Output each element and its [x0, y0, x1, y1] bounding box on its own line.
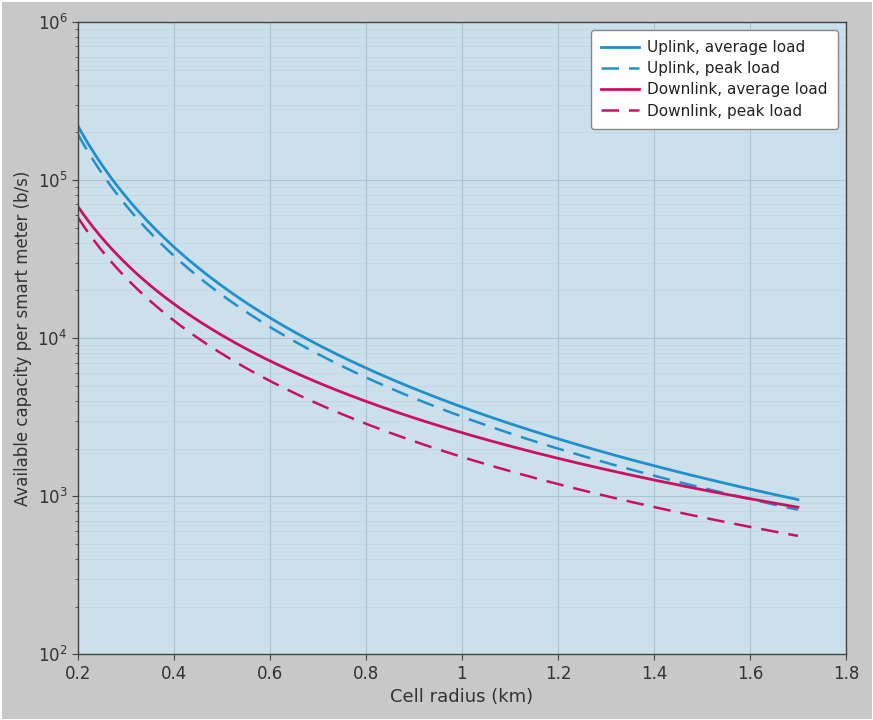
Downlink, average load: [72, 202, 83, 211]
Downlink, average load: [732, 492, 742, 500]
Downlink, peak load: [793, 531, 803, 540]
Uplink, average load: [207, 274, 217, 283]
Downlink, average load: [793, 503, 803, 512]
Downlink, average load: [757, 497, 767, 505]
Line: Uplink, peak load: Uplink, peak load: [78, 134, 798, 510]
Downlink, peak load: [732, 520, 742, 528]
Line: Downlink, average load: Downlink, average load: [78, 207, 798, 508]
Uplink, peak load: [732, 492, 742, 500]
Downlink, average load: [265, 356, 275, 365]
Downlink, peak load: [757, 525, 767, 534]
Line: Downlink, peak load: Downlink, peak load: [78, 217, 798, 536]
Uplink, peak load: [207, 283, 217, 292]
Uplink, peak load: [101, 176, 112, 185]
Downlink, average load: [207, 325, 217, 333]
Downlink, peak load: [101, 252, 112, 261]
Uplink, peak load: [265, 323, 275, 331]
X-axis label: Cell radius (km): Cell radius (km): [390, 688, 533, 706]
Downlink, average load: [101, 239, 112, 248]
Legend: Uplink, average load, Uplink, peak load, Downlink, average load, Downlink, peak : Uplink, average load, Uplink, peak load,…: [590, 30, 838, 130]
Uplink, average load: [101, 168, 112, 176]
Downlink, average load: [116, 255, 127, 264]
Uplink, average load: [116, 186, 127, 195]
Downlink, peak load: [207, 343, 217, 351]
Line: Uplink, average load: Uplink, average load: [78, 126, 798, 500]
Uplink, average load: [757, 487, 767, 496]
Uplink, peak load: [793, 505, 803, 514]
Uplink, average load: [265, 313, 275, 322]
Uplink, average load: [732, 482, 742, 490]
Uplink, average load: [72, 122, 83, 130]
Y-axis label: Available capacity per smart meter (b/s): Available capacity per smart meter (b/s): [14, 171, 32, 505]
Downlink, peak load: [72, 213, 83, 222]
Uplink, peak load: [116, 195, 127, 204]
Uplink, peak load: [72, 130, 83, 138]
Downlink, peak load: [116, 269, 127, 277]
Uplink, peak load: [757, 498, 767, 506]
Downlink, peak load: [265, 377, 275, 385]
Uplink, average load: [793, 495, 803, 504]
